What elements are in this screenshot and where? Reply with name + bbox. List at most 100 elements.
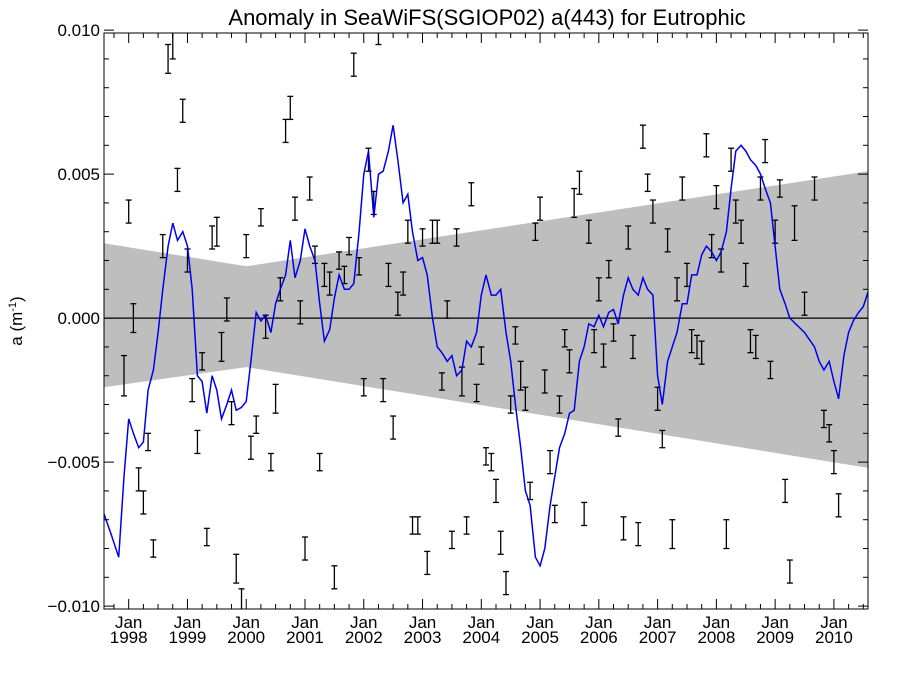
- x-tick-year: 2006: [580, 628, 618, 647]
- x-tick-year: 2001: [286, 628, 324, 647]
- error-bar: [703, 133, 710, 158]
- x-tick-month: Jan: [350, 613, 377, 632]
- error-bar: [468, 182, 475, 207]
- error-bar: [130, 303, 137, 334]
- x-tick-month: Jan: [291, 613, 318, 632]
- error-bar: [698, 340, 705, 365]
- error-bar: [400, 271, 407, 296]
- error-bar: [786, 559, 793, 584]
- x-tick-year: 1998: [110, 628, 148, 647]
- error-bar: [620, 516, 627, 541]
- error-bar: [414, 516, 421, 535]
- error-bar: [150, 539, 157, 558]
- error-bar: [267, 452, 274, 472]
- error-bar: [438, 372, 445, 391]
- error-bar: [664, 228, 671, 253]
- series-line-0: [103, 125, 869, 568]
- y-tick-label: 0.010: [57, 21, 100, 40]
- error-bar: [708, 233, 715, 259]
- error-bar: [165, 43, 172, 74]
- y-axis-label-close: ): [7, 296, 26, 302]
- error-bar: [826, 424, 833, 443]
- error-bar: [233, 553, 240, 584]
- error-bar: [581, 501, 588, 527]
- error-bar: [306, 176, 313, 201]
- error-bar: [713, 184, 720, 210]
- error-bar: [316, 452, 323, 472]
- error-bar: [257, 208, 264, 227]
- error-bar: [336, 251, 343, 270]
- error-bar: [679, 176, 686, 201]
- error-bar: [218, 331, 225, 362]
- error-bar: [409, 516, 416, 535]
- error-bar: [732, 199, 739, 224]
- y-tick-label: −0.005: [48, 453, 100, 472]
- x-tick-month: Jan: [820, 613, 847, 632]
- error-bar: [537, 196, 544, 221]
- y-tick-label: 0.000: [57, 309, 100, 328]
- confidence-band: [104, 171, 868, 468]
- error-bar: [835, 493, 842, 518]
- error-bar: [767, 360, 774, 380]
- x-tick-month: Jan: [233, 613, 260, 632]
- x-tick-month: Jan: [174, 613, 201, 632]
- error-bar: [194, 429, 201, 455]
- error-bar: [644, 173, 651, 193]
- error-bar: [135, 467, 142, 492]
- error-bar: [752, 334, 759, 360]
- error-bar: [757, 176, 764, 201]
- error-bar: [556, 395, 563, 414]
- error-bar: [688, 328, 695, 354]
- error-bar: [600, 343, 607, 368]
- error-bar: [747, 328, 754, 354]
- error-bar: [591, 328, 598, 354]
- error-bar: [228, 400, 235, 426]
- error-bar: [791, 205, 798, 242]
- error-bar: [238, 588, 245, 609]
- error-bar: [610, 323, 617, 342]
- error-bar: [390, 415, 397, 440]
- error-bar: [444, 300, 451, 319]
- error-bar: [140, 490, 147, 515]
- error-bar: [683, 262, 690, 288]
- x-tick-month: Jan: [115, 613, 142, 632]
- anomaly-series: [103, 125, 869, 568]
- error-bar: [571, 187, 578, 218]
- error-bar: [453, 228, 460, 247]
- error-bar: [551, 504, 558, 524]
- error-bar: [595, 277, 602, 302]
- error-bar: [762, 138, 769, 164]
- error-bar: [830, 449, 837, 475]
- error-bar: [811, 176, 818, 201]
- x-tick-month: Jan: [761, 613, 788, 632]
- error-bar: [301, 536, 308, 561]
- error-bar: [625, 225, 632, 250]
- chart-title: Anomaly in SeaWiFS(SGIOP02) a(443) for E…: [228, 5, 745, 30]
- y-axis-label-unit-exponent: -1: [7, 302, 19, 312]
- error-bar: [434, 219, 441, 244]
- error-bar: [243, 233, 250, 259]
- error-bar: [723, 519, 730, 550]
- confidence-band-area: [104, 171, 868, 468]
- error-bar: [512, 326, 519, 345]
- error-bar: [488, 452, 495, 472]
- error-bar: [179, 98, 186, 123]
- error-bar: [693, 334, 700, 360]
- error-bar: [448, 530, 455, 550]
- x-tick-year: 2007: [639, 628, 677, 647]
- error-bar: [674, 277, 680, 302]
- error-bar: [639, 124, 646, 149]
- error-bar: [145, 432, 152, 452]
- y-axis-label-text: a (m: [7, 312, 26, 346]
- error-bar: [566, 349, 573, 374]
- error-bar: [478, 346, 485, 365]
- error-bar: [247, 435, 254, 460]
- error-bar: [801, 291, 808, 316]
- error-bar: [292, 196, 298, 221]
- x-tick-year: 2010: [815, 628, 853, 647]
- x-tick-year: 2008: [697, 628, 735, 647]
- y-axis-label: a (m-1): [7, 296, 26, 345]
- error-bar: [669, 519, 676, 550]
- error-bar: [346, 236, 353, 256]
- error-bar: [394, 291, 401, 316]
